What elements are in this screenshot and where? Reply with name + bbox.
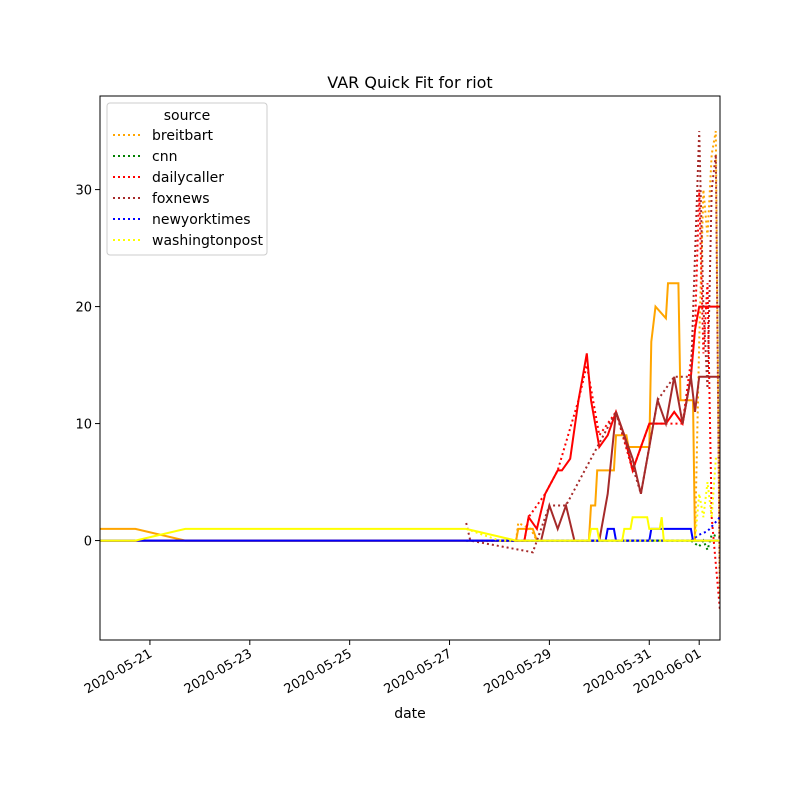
legend: source breitbart cnn dailycaller foxnews newy… bbox=[106, 102, 268, 256]
series-line-dailycaller bbox=[100, 305, 720, 542]
series-line-breitbart bbox=[100, 282, 720, 542]
legend-label-washingtonpost: washingtonpost bbox=[152, 233, 264, 249]
legend-label-foxnews: foxnews bbox=[152, 191, 210, 207]
x-axis-label: date bbox=[394, 706, 426, 722]
series-line-foxnews bbox=[100, 375, 720, 542]
y-tick-label: 30 bbox=[75, 184, 92, 199]
forecast-line-washingtonpost bbox=[465, 457, 720, 542]
legend-label-cnn: cnn bbox=[152, 149, 177, 165]
x-tick-label: 2020-05-23 bbox=[182, 646, 255, 697]
y-tick-label: 10 bbox=[75, 418, 92, 433]
forecast-line-breitbart bbox=[466, 130, 720, 600]
y-tick-label: 0 bbox=[84, 535, 92, 550]
series-line-newyorktimes bbox=[100, 527, 720, 542]
legend-title: source bbox=[164, 108, 211, 124]
chart-title: VAR Quick Fit for riot bbox=[327, 73, 492, 92]
y-axis: 0 10 20 30 bbox=[75, 184, 100, 550]
legend-label-newyorktimes: newyorktimes bbox=[152, 212, 251, 228]
forecast-line-foxnews bbox=[465, 131, 720, 611]
x-tick-label: 2020-05-29 bbox=[481, 646, 554, 697]
legend-box bbox=[106, 102, 268, 256]
plot-frame bbox=[99, 95, 721, 641]
series-layer bbox=[100, 130, 720, 611]
y-tick-label: 20 bbox=[75, 301, 92, 316]
legend-label-breitbart: breitbart bbox=[152, 128, 214, 144]
x-tick-label: 2020-05-27 bbox=[382, 646, 455, 697]
x-tick-label: 2020-05-21 bbox=[82, 646, 155, 697]
legend-label-dailycaller: dailycaller bbox=[152, 170, 224, 186]
x-axis: 2020-05-21 2020-05-23 2020-05-25 2020-05-27… bbox=[82, 640, 704, 697]
series-line-washingtonpost bbox=[100, 516, 720, 542]
x-tick-label: 2020-05-25 bbox=[282, 646, 355, 697]
forecast-line-dailycaller bbox=[523, 189, 720, 611]
